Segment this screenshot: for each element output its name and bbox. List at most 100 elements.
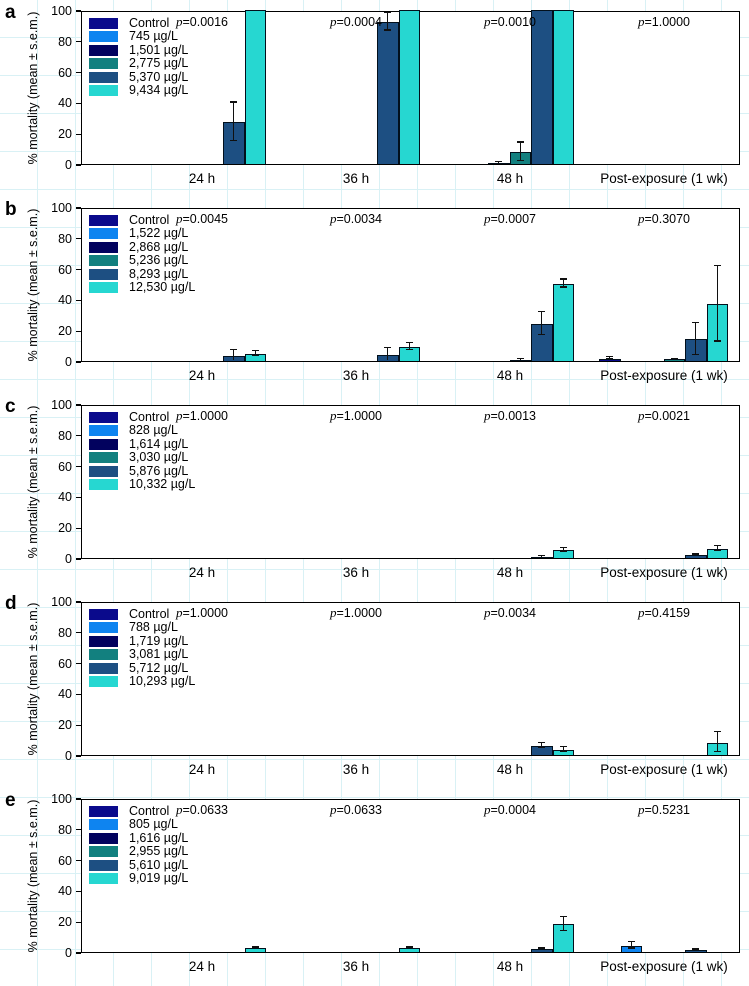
legend-swatch — [89, 228, 118, 240]
x-category-label: Post-exposure (1 wk) — [600, 565, 728, 580]
y-tick-mark — [76, 952, 81, 954]
legend-label: 5,876 µg/L — [129, 463, 189, 478]
y-axis-title: % mortality (mean ± s.e.m.) — [26, 799, 40, 953]
x-category-label: 36 h — [342, 171, 370, 186]
p-symbol: p — [637, 408, 645, 423]
y-tick-label: 20 — [58, 915, 72, 930]
y-tick-label: 20 — [58, 127, 72, 142]
error-bar-cap — [692, 321, 700, 323]
legend-swatch — [89, 44, 118, 56]
y-tick-label: 60 — [58, 853, 72, 868]
p-value: =0.0004 — [336, 15, 383, 29]
bar-a-9434gL-0 — [244, 10, 266, 164]
x-category-label: 24 h — [188, 565, 216, 580]
x-category-label: 36 h — [342, 959, 370, 974]
p-symbol: p — [175, 211, 183, 226]
y-tick-label: 60 — [58, 656, 72, 671]
p-value-label: p=0.0004 — [330, 14, 382, 30]
bar-a-1501gL-2 — [488, 163, 510, 164]
legend-label: 1,522 µg/L — [129, 226, 189, 241]
legend-label: 12,530 µg/L — [129, 280, 196, 294]
y-tick-mark — [76, 798, 81, 800]
p-symbol: p — [483, 14, 491, 29]
y-tick-label: 80 — [58, 625, 72, 640]
legend-label: 10,293 µg/L — [129, 674, 196, 688]
legend-label: 1,719 µg/L — [129, 633, 189, 648]
p-symbol: p — [637, 14, 645, 29]
y-tick-label: 20 — [58, 718, 72, 733]
legend-swatch — [89, 609, 118, 620]
error-bar-cap — [516, 160, 524, 162]
p-value: =0.5231 — [644, 803, 691, 817]
legend-swatch — [89, 58, 118, 70]
legend-swatch — [89, 832, 118, 844]
bar-e-5610gL-2 — [531, 948, 553, 952]
legend-swatch — [89, 873, 118, 884]
error-bar — [233, 101, 235, 142]
error-bar-cap — [559, 286, 567, 288]
p-value: =0.0013 — [490, 409, 537, 423]
plot-frame: Control 828 µg/L 1,614 µg/L 3,030 µg/L 5,876… — [81, 405, 740, 559]
legend-label: 5,610 µg/L — [129, 857, 189, 872]
error-bar-cap — [538, 947, 546, 949]
error-bar-cap — [559, 746, 567, 748]
y-tick-mark — [76, 755, 81, 757]
legend-label: 5,712 µg/L — [129, 660, 189, 675]
legend-swatch — [89, 649, 118, 661]
error-bar-cap — [516, 358, 524, 360]
y-tick-mark — [76, 102, 81, 104]
bar-e-5610gL-3 — [685, 949, 707, 952]
error-bar — [716, 544, 718, 551]
y-tick-mark — [76, 829, 81, 831]
error-bar-cap — [538, 946, 546, 949]
p-symbol: p — [175, 605, 183, 620]
error-bar-cap — [692, 553, 700, 555]
plot-frame: Control 805 µg/L 1,616 µg/L 2,955 µg/L 5,610… — [81, 799, 740, 953]
error-bar-cap — [230, 101, 238, 103]
p-value-label: p=0.0016 — [176, 14, 228, 30]
x-category-label: Post-exposure (1 wk) — [600, 171, 728, 186]
legend-swatch — [89, 31, 118, 43]
error-bar-cap — [559, 915, 567, 917]
y-tick-mark — [76, 435, 81, 437]
error-bar-cap — [559, 929, 567, 931]
y-axis-title: % mortality (mean ± s.e.m.) — [26, 208, 40, 362]
y-tick-mark — [76, 860, 81, 862]
p-value-label: p=0.4159 — [638, 605, 690, 621]
p-value: =1.0000 — [182, 606, 229, 620]
p-value-label: p=1.0000 — [638, 14, 690, 30]
legend-swatch — [89, 425, 118, 437]
error-bar-cap — [692, 948, 700, 950]
p-value-label: p=0.3070 — [638, 211, 690, 227]
legend-swatch — [89, 71, 118, 83]
legend-label: Control — [129, 16, 170, 30]
p-value: =0.0021 — [644, 409, 691, 423]
bar-a-5370gL-2 — [531, 10, 553, 164]
error-bar-cap — [405, 947, 413, 949]
error-bar-cap — [713, 751, 721, 753]
y-tick-label: 60 — [58, 262, 72, 277]
legend-label: 828 µg/L — [129, 423, 178, 438]
p-value: =0.3070 — [644, 212, 691, 226]
error-bar-cap — [606, 356, 614, 358]
y-tick-mark — [76, 207, 81, 209]
error-bar-cap — [405, 946, 413, 948]
legend-swatch — [89, 215, 118, 226]
p-value-label: p=0.0021 — [638, 408, 690, 424]
x-category-label: 48 h — [496, 762, 524, 777]
panel-letter: b — [5, 199, 17, 220]
y-tick-label: 80 — [58, 428, 72, 443]
y-tick-label: 20 — [58, 521, 72, 536]
x-category-label: Post-exposure (1 wk) — [600, 762, 728, 777]
p-value: =0.0010 — [490, 15, 537, 29]
y-tick-mark — [76, 466, 81, 468]
p-value: =1.0000 — [336, 606, 383, 620]
plot-frame: Control 1,522 µg/L 2,868 µg/L 5,236 µg/L 8,2… — [81, 208, 740, 362]
error-bar-cap — [713, 264, 721, 266]
y-tick-mark — [76, 164, 81, 166]
error-bar-cap — [538, 334, 546, 336]
y-tick-mark — [76, 72, 81, 74]
error-bar — [541, 310, 543, 336]
p-value: =0.0034 — [336, 212, 383, 226]
p-symbol: p — [175, 802, 183, 817]
